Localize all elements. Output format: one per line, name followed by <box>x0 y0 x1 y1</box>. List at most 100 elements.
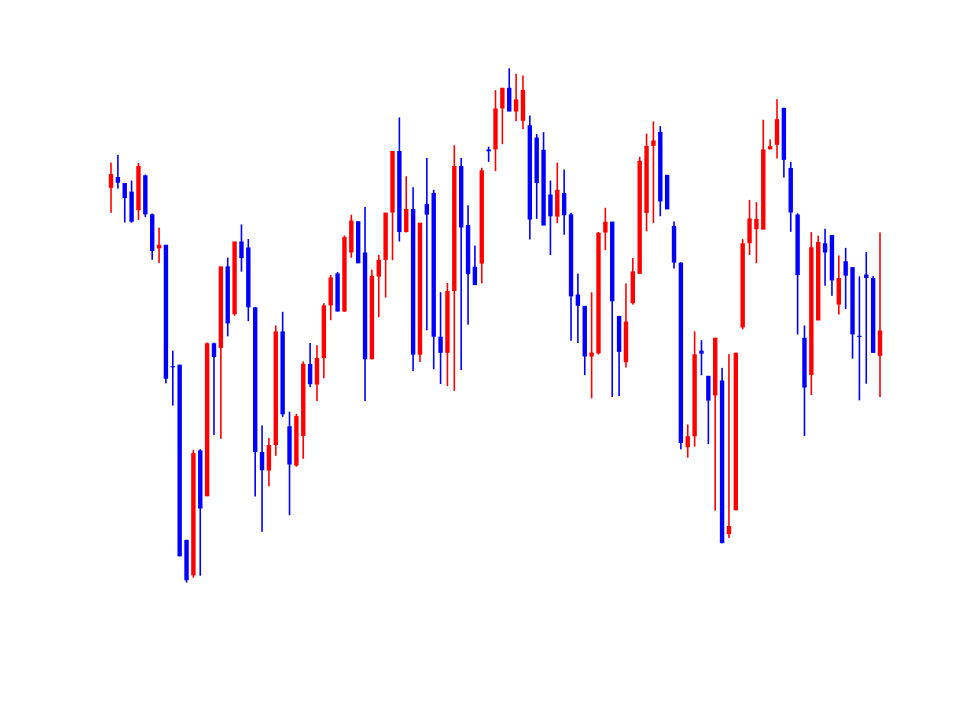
candle-body-40 <box>383 212 388 260</box>
candle-body-93 <box>747 218 752 244</box>
candle-body-92 <box>740 243 745 328</box>
candle-body-99 <box>788 167 793 213</box>
candle-body-15 <box>211 343 217 357</box>
candle-body-21 <box>252 307 258 453</box>
candle-body-112 <box>877 330 883 356</box>
candle-body-42 <box>397 150 402 233</box>
candle-body-102 <box>809 247 814 375</box>
candle-body-4 <box>136 166 141 211</box>
candle-body-41 <box>390 150 395 213</box>
candle-body-17 <box>225 266 230 324</box>
candle-body-49 <box>445 291 450 353</box>
candle-body-50 <box>452 166 457 292</box>
candle-body-23 <box>266 445 272 471</box>
candle-body-103 <box>816 242 821 321</box>
candle-body-82 <box>671 226 677 263</box>
candle-body-25 <box>280 331 285 415</box>
candle-body-97 <box>774 119 780 145</box>
candle-body-39 <box>376 259 381 277</box>
candle-body-72 <box>603 221 608 233</box>
candle-body-84 <box>685 436 690 448</box>
candle-body-67 <box>568 214 574 297</box>
candle-body-83 <box>678 262 684 444</box>
candle-body-28 <box>301 363 306 436</box>
candle-body-57 <box>500 87 505 109</box>
candle-body-52 <box>465 224 471 275</box>
candle-body-78 <box>644 145 649 213</box>
candle-body-86 <box>699 350 704 354</box>
candle-body-69 <box>582 305 587 357</box>
candle-body-6 <box>150 214 155 251</box>
candle-body-104 <box>822 243 828 253</box>
candle-body-73 <box>610 221 615 302</box>
candle-body-98 <box>781 107 787 160</box>
candle-body-55 <box>486 149 491 152</box>
candle-body-44 <box>410 208 416 355</box>
candle-body-0 <box>108 174 114 188</box>
candle-body-8 <box>163 244 169 379</box>
candle-body-106 <box>836 278 841 305</box>
candle-body-94 <box>754 218 759 230</box>
candle-body-22 <box>259 452 265 471</box>
candle-body-30 <box>314 358 320 385</box>
candle-body-9 <box>170 366 175 368</box>
candle-body-34 <box>342 237 347 312</box>
candle-body-36 <box>355 221 361 264</box>
candle-body-53 <box>472 266 478 286</box>
candle-body-16 <box>218 266 224 348</box>
candle-body-14 <box>204 343 210 497</box>
candle-body-111 <box>870 278 876 353</box>
candle-body-71 <box>596 232 601 354</box>
candle-body-38 <box>369 275 375 360</box>
candle-body-2 <box>122 183 127 199</box>
candle-body-24 <box>273 331 278 446</box>
candle-body-37 <box>362 252 368 360</box>
candle-body-88 <box>713 337 718 396</box>
candle-body-7 <box>156 244 162 249</box>
candle-body-61 <box>527 125 533 220</box>
candle-body-70 <box>589 352 594 357</box>
candle-body-47 <box>431 192 436 337</box>
candle-body-46 <box>424 204 430 215</box>
candle-body-59 <box>513 99 519 112</box>
candle-body-108 <box>850 267 855 335</box>
candle-body-3 <box>129 191 134 222</box>
candle-body-48 <box>438 336 443 353</box>
candle-body-85 <box>692 354 697 437</box>
candle-body-90 <box>726 525 732 535</box>
candle-body-63 <box>541 149 546 226</box>
candle-body-91 <box>733 352 739 511</box>
candle-body-43 <box>404 208 409 233</box>
candle-body-89 <box>719 380 725 544</box>
candle-body-60 <box>520 89 526 121</box>
candle-body-100 <box>795 214 800 276</box>
candle-body-54 <box>479 170 484 264</box>
candle-body-19 <box>239 241 244 259</box>
candle-body-105 <box>829 235 835 281</box>
candle-body-35 <box>349 220 354 253</box>
candle-body-27 <box>294 416 299 466</box>
candle-body-64 <box>548 194 553 217</box>
candle-body-107 <box>843 261 848 276</box>
candle-body-62 <box>534 137 539 184</box>
candle-body-110 <box>864 274 869 279</box>
candle-body-75 <box>623 321 629 363</box>
candle-body-80 <box>658 131 663 202</box>
candle-body-96 <box>767 146 773 150</box>
candle-body-56 <box>493 108 498 150</box>
candle-body-20 <box>246 247 251 308</box>
candle-body-45 <box>417 222 423 355</box>
candle-body-74 <box>616 315 622 352</box>
candle-body-5 <box>143 175 148 215</box>
candle-body-109 <box>857 335 862 338</box>
candle-body-11 <box>184 539 189 581</box>
candle-body-51 <box>458 166 464 228</box>
candle-body-77 <box>637 160 642 274</box>
candle-body-66 <box>561 193 567 216</box>
candle-body-65 <box>555 189 560 217</box>
candle-body-26 <box>287 426 292 465</box>
candle-body-13 <box>198 450 203 509</box>
candle-body-33 <box>335 273 340 312</box>
